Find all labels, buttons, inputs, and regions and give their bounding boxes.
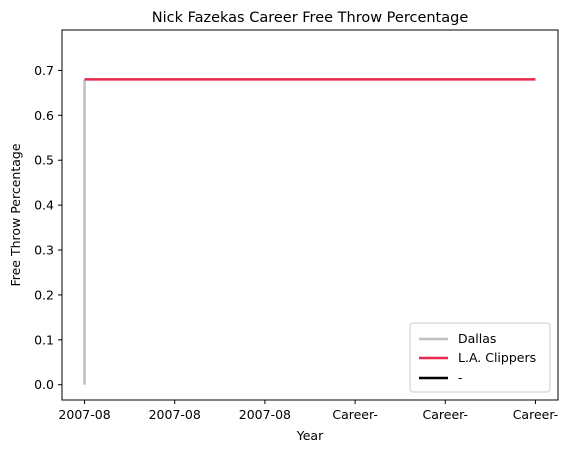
y-tick-label: 0.7 (34, 63, 54, 78)
y-axis-ticks: 0.0 0.1 0.2 0.3 0.4 0.5 0.6 0.7 (34, 63, 62, 392)
y-tick-label: 0.1 (34, 332, 54, 347)
y-tick-label: 0.6 (34, 108, 54, 123)
x-tick-label: Career- (513, 407, 558, 422)
x-axis-label: Year (296, 428, 324, 443)
legend: Dallas L.A. Clippers - (409, 322, 551, 393)
y-tick-label: 0.5 (34, 153, 54, 168)
plot-area (61, 29, 559, 401)
x-tick-label: Career- (423, 407, 468, 422)
chart-title: Nick Fazekas Career Free Throw Percentag… (152, 10, 469, 26)
x-tick-label: 2007-08 (149, 407, 201, 422)
x-tick-label: 2007-08 (239, 407, 291, 422)
y-axis-label: Free Throw Percentage (8, 143, 23, 286)
x-axis-ticks: 2007-08 2007-08 2007-08 Career- Career- Caree… (58, 400, 558, 422)
legend-label-dallas: Dallas (458, 331, 496, 346)
plot-frame (61, 29, 559, 401)
series-layer (83, 78, 536, 385)
legend-label-dash: - (458, 370, 463, 385)
x-tick-label: 2007-08 (58, 407, 110, 422)
y-tick-label: 0.3 (34, 243, 54, 258)
y-tick-label: 0.0 (34, 377, 54, 392)
y-tick-label: 0.2 (34, 287, 54, 302)
legend-label-clippers: L.A. Clippers (458, 350, 536, 365)
x-tick-label: Career- (332, 407, 377, 422)
y-tick-label: 0.4 (34, 198, 54, 213)
